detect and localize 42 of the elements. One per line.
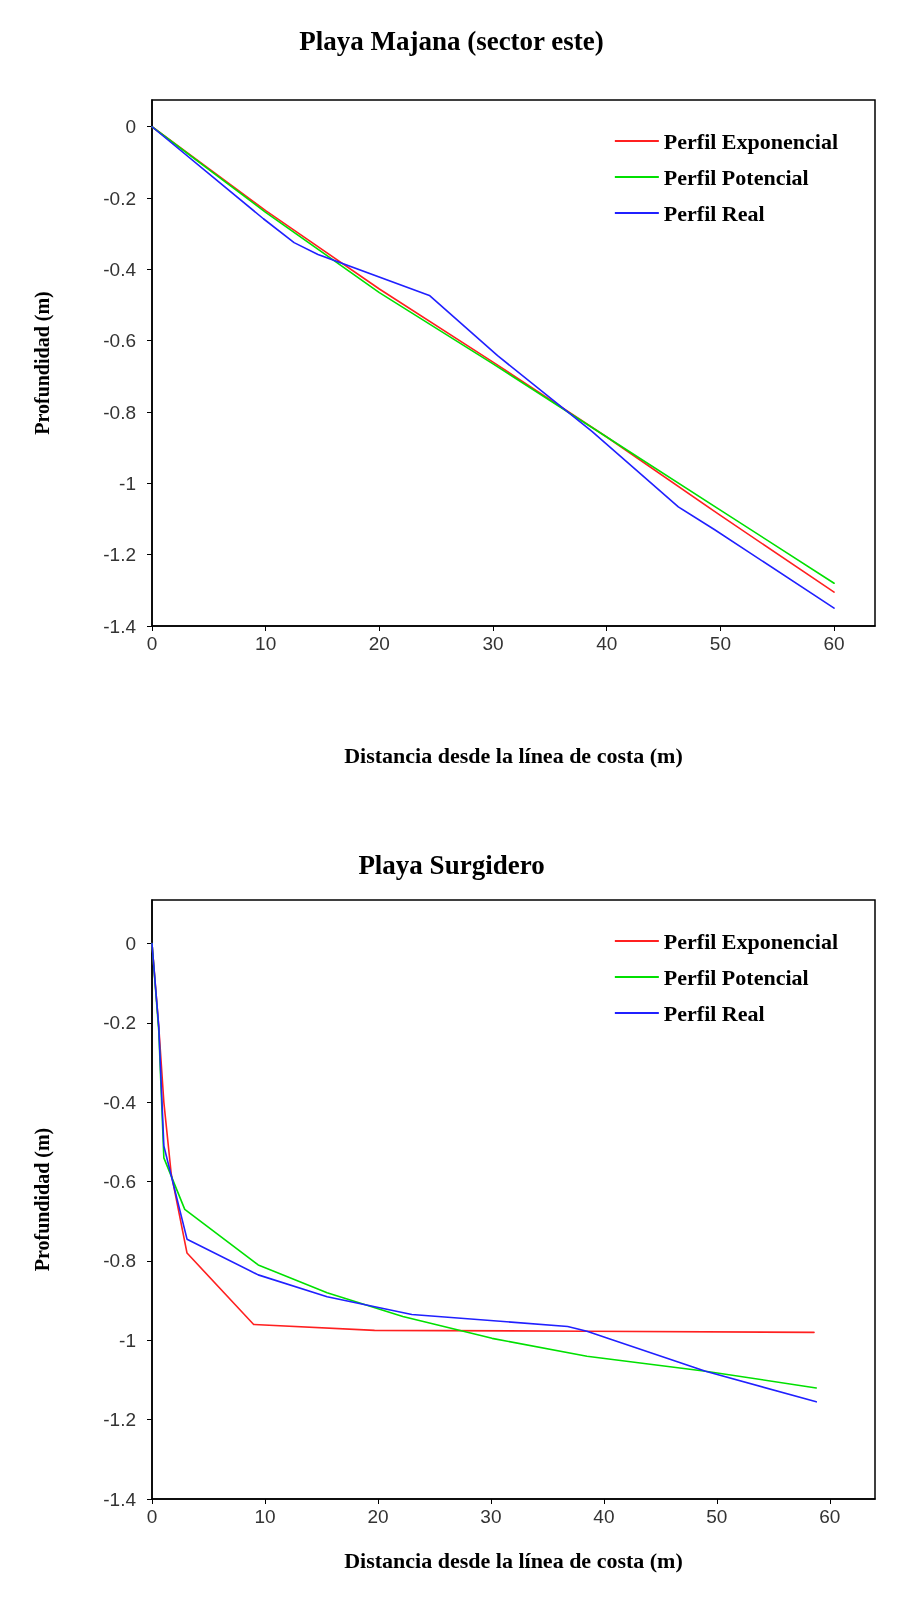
x-tick-label: 30	[482, 633, 504, 654]
y-tick-label: -0.4	[103, 1091, 137, 1113]
legend-label: Perfil Exponencial	[663, 928, 838, 954]
x-tick-label: 0	[146, 633, 158, 654]
y-tick-label: -0.4	[103, 258, 137, 280]
y-tick-label: -1.4	[103, 615, 137, 637]
chart-title: Playa Surgidero	[358, 849, 545, 880]
legend-label: Perfil Real	[663, 200, 765, 226]
y-tick-label: -1.4	[103, 1488, 137, 1510]
y-axis-title: Profundidad (m)	[31, 291, 54, 435]
legend-label: Perfil Exponencial	[663, 128, 838, 154]
y-tick-label: -1	[119, 472, 136, 494]
y-axis-title: Profundidad (m)	[31, 1127, 54, 1272]
legend-label: Perfil Real	[663, 1000, 765, 1026]
x-tick-label: 40	[596, 633, 618, 654]
x-tick-label: 40	[593, 1506, 615, 1527]
x-tick-label: 60	[819, 1506, 841, 1527]
chart-title: Playa Majana (sector este)	[299, 25, 604, 56]
legend-label: Perfil Potencial	[663, 164, 809, 190]
x-tick-label: 50	[706, 1506, 728, 1527]
y-tick-label: -1.2	[103, 544, 136, 566]
x-tick-label: 50	[709, 633, 731, 654]
x-axis-title: Distancia desde la línea de costa (m)	[344, 1547, 683, 1573]
y-tick-label: -0.6	[103, 330, 136, 352]
x-tick-label: 0	[146, 1506, 158, 1527]
y-tick-label: -1.2	[103, 1409, 136, 1431]
y-tick-label: 0	[125, 933, 136, 955]
x-axis-title: Distancia desde la línea de costa (m)	[344, 742, 683, 768]
y-tick-label: -0.2	[103, 187, 136, 209]
x-tick-label: 10	[255, 633, 277, 654]
y-tick-label: -0.8	[103, 1250, 136, 1272]
y-tick-label: -1	[119, 1329, 136, 1351]
y-tick-label: -0.8	[103, 401, 136, 423]
y-tick-label: -0.6	[103, 1171, 136, 1193]
x-tick-label: 30	[480, 1506, 502, 1527]
x-tick-label: 20	[367, 1506, 389, 1527]
y-tick-label: 0	[125, 116, 136, 138]
legend-label: Perfil Potencial	[663, 964, 809, 990]
x-tick-label: 20	[368, 633, 390, 654]
x-tick-label: 10	[254, 1506, 276, 1527]
y-tick-label: -0.2	[103, 1012, 136, 1034]
x-tick-label: 60	[823, 633, 845, 654]
